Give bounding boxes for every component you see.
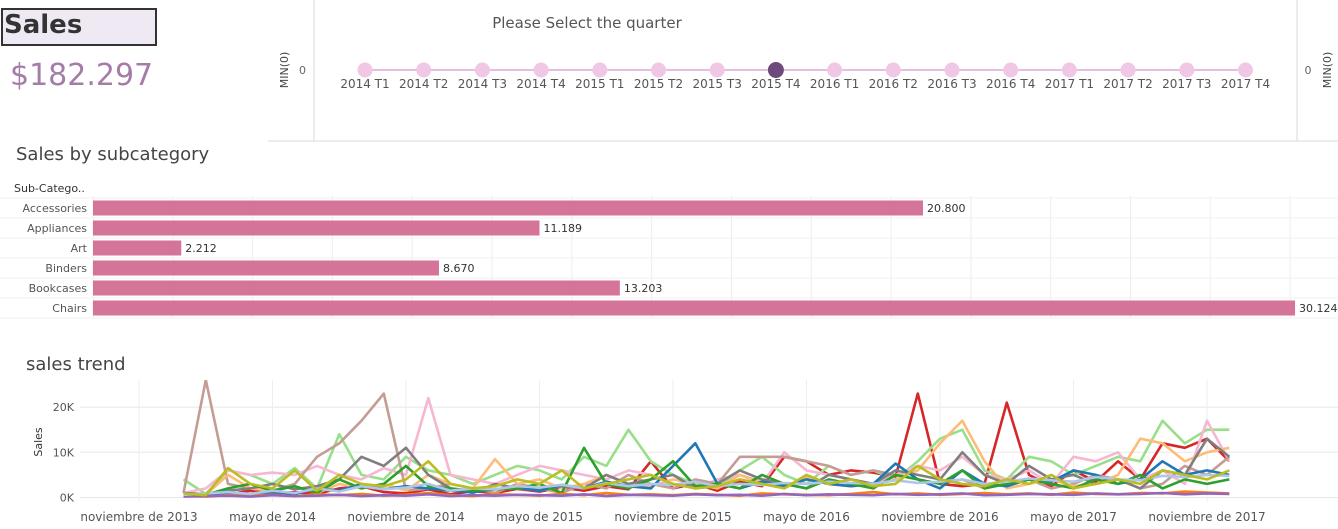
trend-chart-title: sales trend [26, 354, 126, 375]
trend-series-line [183, 491, 1230, 498]
trend-x-tick: noviembre de 2017 [1148, 510, 1265, 524]
quarter-dot[interactable] [944, 62, 960, 78]
quarter-selector[interactable]: Please Select the quarter MIN(0) 0 0 MIN… [268, 0, 1338, 142]
quarter-dot[interactable] [357, 62, 373, 78]
quarter-label[interactable]: 2016 T3 [927, 77, 976, 91]
selector-left-zero: 0 [299, 64, 306, 77]
quarter-label[interactable]: 2014 T1 [340, 77, 389, 91]
trend-x-tick: noviembre de 2013 [80, 510, 197, 524]
quarter-label[interactable]: 2017 T1 [1045, 77, 1094, 91]
kpi-title: Sales [4, 10, 83, 40]
trend-series-line [183, 460, 1230, 497]
bar [93, 300, 1296, 316]
quarter-label[interactable]: 2016 T1 [810, 77, 859, 91]
quarter-dot[interactable] [592, 62, 608, 78]
trend-series-line [182, 380, 1231, 495]
quarter-label[interactable]: 2015 T4 [751, 77, 800, 91]
kpi-value: $182.297 [10, 58, 154, 93]
trend-x-tick: noviembre de 2015 [614, 510, 731, 524]
bar-value-label: 20.800 [927, 202, 966, 215]
quarter-selector-title: Please Select the quarter [492, 14, 682, 32]
trend-y-axis-label: Sales [32, 427, 45, 457]
quarter-dot[interactable] [1179, 62, 1195, 78]
selector-left-axis-label: MIN(0) [278, 52, 291, 89]
quarter-label[interactable]: 2017 T3 [1162, 77, 1211, 91]
bar [93, 220, 540, 236]
sales-trend-line-chart: 0K 10K 20K noviembre de 2013 mayo de 2014 nov… [32, 380, 1338, 524]
trend-y-tick: 0K [60, 491, 75, 504]
trend-series-line [183, 473, 1230, 497]
subcategory-chart-title: Sales by subcategory [16, 144, 210, 165]
quarter-label[interactable]: 2014 T2 [399, 77, 448, 91]
bar-category-label: Appliances [27, 222, 87, 235]
quarter-label[interactable]: 2015 T1 [575, 77, 624, 91]
selector-right-zero: 0 [1305, 64, 1312, 77]
trend-x-tick: noviembre de 2014 [347, 510, 464, 524]
quarter-dot[interactable] [767, 62, 784, 78]
bar [93, 280, 620, 296]
selector-right-axis-label: MIN(0) [1321, 52, 1334, 89]
quarter-label[interactable]: 2014 T4 [516, 77, 565, 91]
bar [93, 200, 923, 216]
row-header: Sub-Catego.. [14, 182, 85, 195]
quarter-label[interactable]: 2015 T2 [634, 77, 683, 91]
quarter-dot[interactable] [885, 62, 901, 78]
bar-category-label: Chairs [52, 302, 87, 315]
bar-value-label: 11.189 [543, 222, 582, 235]
quarter-dot[interactable] [827, 62, 843, 78]
quarter-dot[interactable] [1238, 62, 1253, 78]
quarter-dot[interactable] [651, 62, 666, 78]
trend-x-tick: mayo de 2015 [496, 510, 583, 524]
quarter-label[interactable]: 2017 T4 [1221, 77, 1270, 91]
subcategory-bar-chart: Sub-Catego.. Accessories 20.800 Appliances… [0, 182, 1338, 319]
quarter-label[interactable]: 2016 T2 [869, 77, 918, 91]
quarter-label[interactable]: 2017 T2 [1103, 77, 1152, 91]
bar [93, 260, 439, 276]
quarter-dot[interactable] [709, 62, 725, 78]
quarter-label[interactable]: 2014 T3 [458, 77, 507, 91]
quarter-label[interactable]: 2016 T4 [986, 77, 1035, 91]
trend-x-tick: mayo de 2014 [229, 510, 316, 524]
trend-y-tick: 10K [53, 446, 75, 459]
trend-y-tick: 20K [53, 401, 75, 414]
quarter-dot[interactable] [1003, 62, 1019, 78]
quarter-label[interactable]: 2015 T3 [693, 77, 742, 91]
bar [93, 240, 182, 256]
bar-value-label: 13.203 [624, 282, 663, 295]
quarter-dot[interactable] [474, 62, 490, 78]
bar-category-label: Accessories [23, 202, 88, 215]
quarter-dot[interactable] [533, 62, 549, 78]
bar-value-label: 8.670 [443, 262, 475, 275]
trend-x-tick: noviembre de 2016 [881, 510, 998, 524]
bar-category-label: Art [71, 242, 88, 255]
quarter-dot[interactable] [1061, 62, 1077, 78]
kpi-title-box [1, 8, 157, 46]
trend-x-tick: mayo de 2016 [763, 510, 850, 524]
bar-category-label: Binders [45, 262, 87, 275]
bar-category-label: Bookcases [29, 282, 88, 295]
bar-value-label: 2.212 [185, 242, 217, 255]
trend-x-tick: mayo de 2017 [1030, 510, 1117, 524]
bar-value-label: 30.124 [1299, 302, 1338, 315]
quarter-dot[interactable] [416, 62, 432, 78]
quarter-dot[interactable] [1120, 62, 1136, 78]
